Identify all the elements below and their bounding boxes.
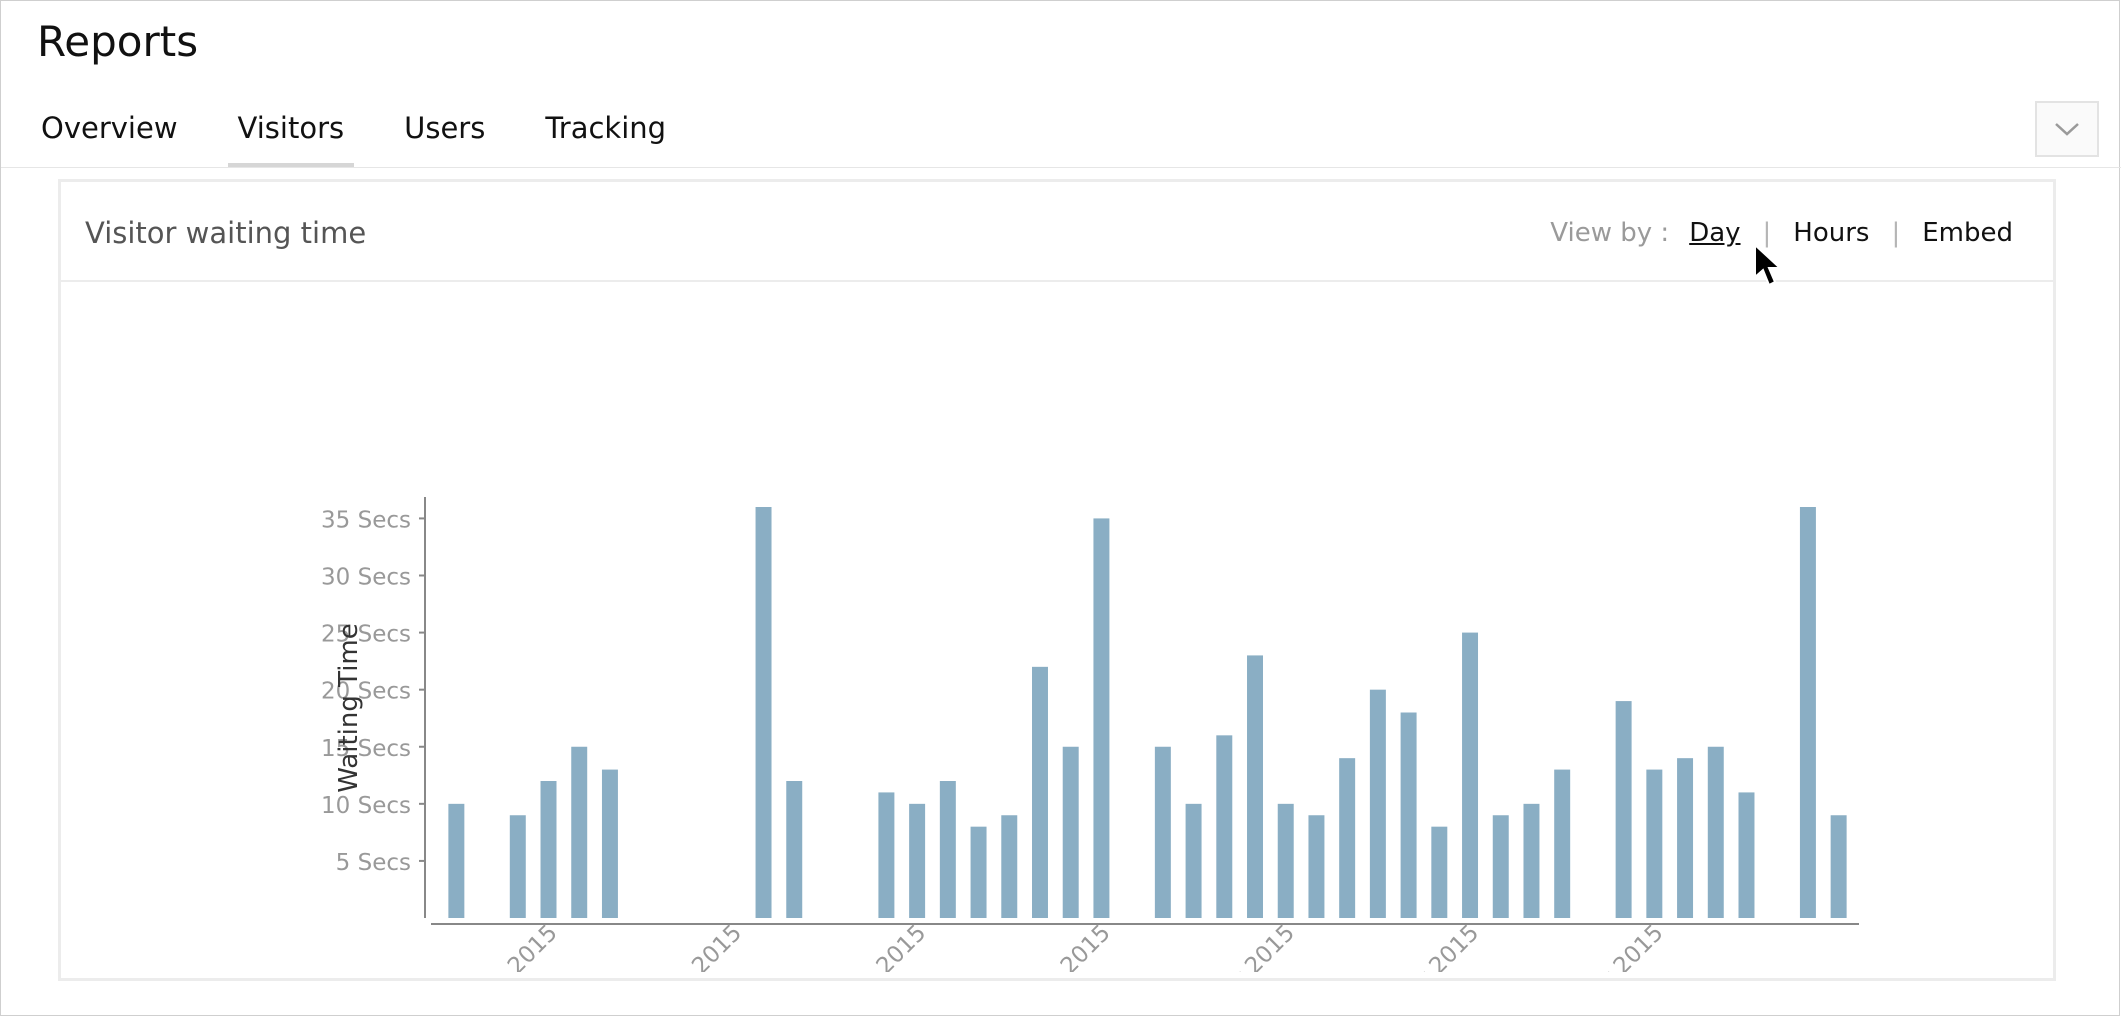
y-tick-label: 30 Secs [321, 565, 411, 591]
bar [1062, 746, 1079, 918]
tab-visitors[interactable]: Visitors [218, 101, 365, 167]
bar [1339, 758, 1356, 918]
bar [909, 803, 926, 918]
bar [1247, 655, 1263, 918]
bar [1492, 815, 1509, 918]
x-tick-label: 23 Feb 2015 [996, 920, 1116, 972]
bar [509, 815, 526, 918]
bar [1001, 815, 1018, 918]
bar [540, 781, 557, 918]
tab-tracking[interactable]: Tracking [545, 111, 667, 145]
tab-bar: Overview Visitors Users Tracking [21, 101, 706, 167]
view-by-label: View by : [1550, 218, 1670, 248]
x-tick-label: 05 Feb 2015 [443, 920, 563, 972]
y-axis-title: Waiting Time [334, 623, 364, 793]
view-by-day-link[interactable]: Day [1689, 218, 1741, 248]
y-tick-label: 10 Secs [321, 793, 411, 819]
bar [970, 826, 987, 918]
panel-title: Visitor waiting time [85, 216, 367, 250]
bar [755, 507, 772, 918]
x-tick-label: 17 Feb 2015 [812, 920, 932, 972]
y-tick-label: 35 Secs [321, 507, 411, 533]
view-by-controls: View by : Day | Hours | Embed [1550, 218, 2013, 248]
panel-header: Visitor waiting time View by : Day | Hou… [61, 182, 2053, 282]
x-tick-label: 01 Mar 2015 [1178, 920, 1300, 972]
bar [571, 746, 588, 918]
embed-link[interactable]: Embed [1922, 218, 2013, 248]
tab-users[interactable]: Users [404, 111, 486, 145]
bar [601, 769, 618, 918]
bar [1554, 769, 1571, 918]
y-tick-label: 15 Secs [321, 736, 411, 762]
bar [1738, 792, 1755, 918]
mouse-pointer-icon [1754, 243, 1783, 287]
bar [1032, 666, 1048, 918]
y-tick-label: 25 Secs [321, 622, 411, 648]
bar [1462, 632, 1479, 918]
bar [1615, 701, 1632, 918]
bar [786, 781, 803, 918]
separator: | [1762, 218, 1772, 248]
bar [1185, 803, 1202, 918]
waiting-time-bar-chart: 5 Secs 10 Secs 15 Secs 20 Secs 25 Secs 30 Sec… [321, 497, 1859, 972]
tab-overview[interactable]: Overview [41, 111, 178, 145]
bar [1677, 758, 1694, 918]
visitor-waiting-time-panel: Visitor waiting time View by : Day | Hou… [58, 179, 2056, 981]
chevron-down-icon [2055, 123, 2079, 136]
bar [1093, 518, 1110, 918]
page-title: Reports [37, 17, 199, 66]
bar [1707, 746, 1724, 918]
bar [1277, 803, 1294, 918]
bar [878, 792, 895, 918]
y-tick-label: 20 Secs [321, 679, 411, 705]
more-tabs-dropdown-button[interactable] [2035, 101, 2099, 157]
separator: | [1891, 218, 1901, 248]
bar [1308, 815, 1325, 918]
bar [1400, 712, 1417, 918]
bar [1799, 507, 1816, 918]
bar [939, 781, 956, 918]
tabs-divider [1, 167, 2121, 168]
bar [448, 803, 465, 918]
bar [1523, 803, 1540, 918]
bar [1216, 735, 1233, 918]
view-by-hours-link[interactable]: Hours [1793, 218, 1870, 248]
bar [1646, 769, 1663, 918]
x-tick-label: 07 Mar 2015 [1363, 920, 1485, 972]
bar [1830, 815, 1847, 918]
bar [1431, 826, 1448, 918]
y-tick-label: 5 Secs [336, 850, 411, 876]
x-tick-label: 11 Feb 2015 [627, 920, 747, 972]
bar [1369, 689, 1386, 918]
x-tick-label: 13 Mar 2015 [1547, 920, 1669, 972]
bar [1154, 746, 1171, 918]
